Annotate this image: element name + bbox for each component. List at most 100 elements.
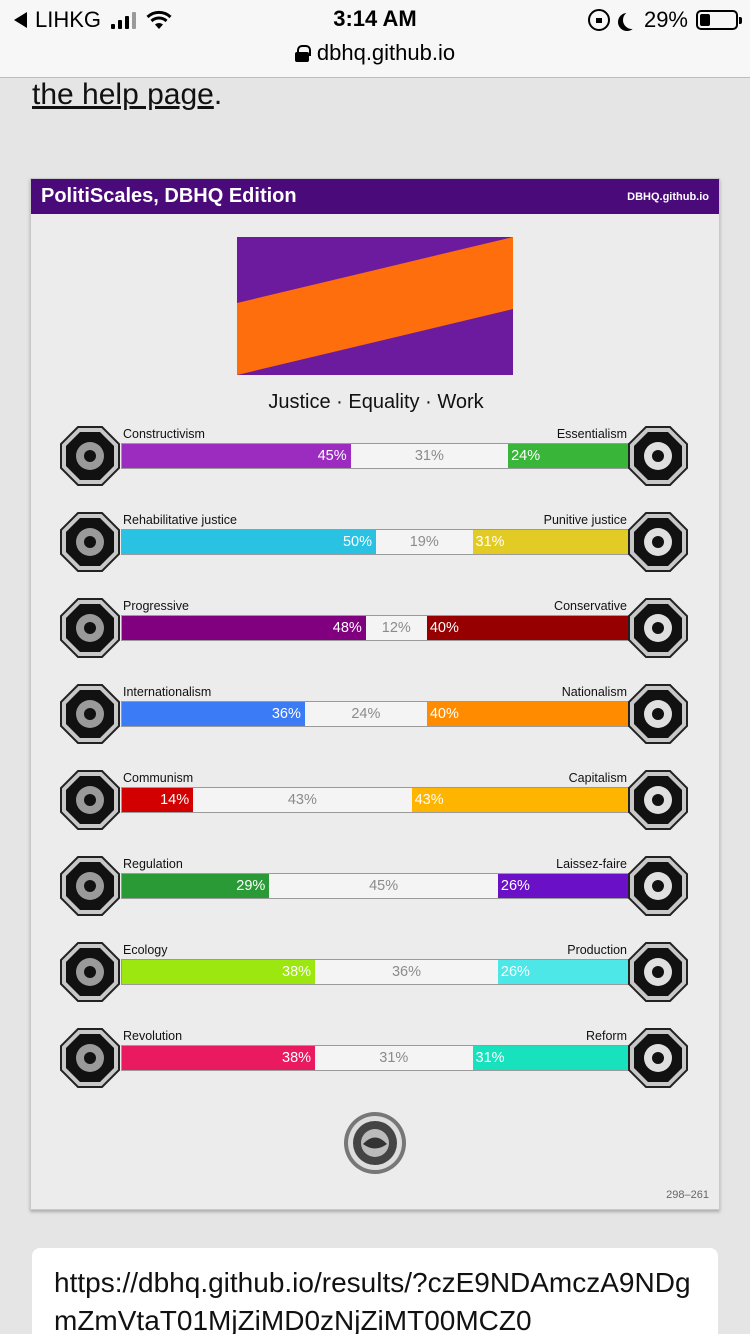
card-site: DBHQ.github.io	[627, 190, 709, 203]
result-flag	[237, 237, 513, 375]
slogan: Justice · Equality · Work	[268, 391, 484, 413]
card-title: PolitiScales, DBHQ Edition	[41, 185, 297, 207]
back-to-app-icon[interactable]	[14, 12, 27, 28]
right-percent: 31%	[475, 534, 505, 550]
hammer-sickle-icon	[59, 769, 121, 831]
axis-left-label: Constructivism	[123, 427, 205, 441]
left-percent: 45%	[317, 448, 347, 464]
left-segment: 48%	[122, 616, 366, 640]
axis-bar: 36% 24% 40%	[121, 701, 631, 727]
fist-icon	[59, 1027, 121, 1089]
left-segment: 38%	[122, 960, 316, 984]
center-percent: 43%	[287, 792, 317, 808]
center-segment: 31%	[315, 1046, 472, 1070]
right-percent: 31%	[475, 1050, 505, 1066]
center-segment: 45%	[269, 874, 498, 898]
axis-left-label: Revolution	[123, 1029, 183, 1043]
left-segment: 38%	[122, 1046, 316, 1070]
axis-row: Communism Capitalism 14% 43% 43%	[31, 769, 721, 837]
axis-right-label: Essentialism	[556, 427, 627, 441]
center-percent: 19%	[409, 534, 439, 550]
left-percent: 48%	[332, 620, 362, 636]
axis-bar: 45% 31% 24%	[121, 443, 631, 469]
right-segment: 24%	[508, 444, 630, 468]
results-card: PolitiScales, DBHQ Edition DBHQ.github.i…	[30, 178, 720, 1210]
axis-row: Rehabilitative justice Punitive justice 50…	[31, 511, 721, 579]
wifi-icon	[146, 10, 172, 29]
quill-icon	[627, 597, 689, 659]
carrier-label[interactable]: LIHKG	[35, 7, 102, 32]
axis-right-label: Nationalism	[561, 685, 627, 699]
ballot-icon	[627, 1027, 689, 1089]
left-segment: 36%	[122, 702, 305, 726]
axis-bar: 48% 12% 40%	[121, 615, 631, 641]
right-percent: 26%	[500, 878, 530, 894]
right-percent: 40%	[429, 706, 459, 722]
status-right: 29%	[587, 6, 742, 34]
prison-bars-icon	[627, 511, 689, 573]
axis-bar: 14% 43% 43%	[121, 787, 631, 813]
left-segment: 14%	[122, 788, 194, 812]
left-segment: 45%	[122, 444, 351, 468]
factory-icon	[627, 941, 689, 1003]
rocket-icon	[59, 597, 121, 659]
axis-left-label: Progressive	[123, 599, 189, 613]
left-segment: 29%	[122, 874, 270, 898]
address-bar[interactable]: dbhq.github.io	[0, 40, 750, 66]
right-segment: 40%	[426, 702, 630, 726]
axis-row: Regulation Laissez-faire 29% 45% 26%	[31, 856, 721, 923]
eye-icon	[59, 425, 121, 487]
money-bag-icon	[627, 769, 689, 831]
axis-right-label: Laissez-faire	[556, 857, 627, 871]
signal-icon	[111, 11, 137, 29]
seal-icon	[344, 1112, 406, 1174]
flag-stripe	[237, 237, 513, 375]
left-percent: 38%	[282, 964, 312, 980]
left-percent: 29%	[236, 878, 266, 894]
center-percent: 12%	[381, 620, 411, 636]
center-segment: 43%	[193, 788, 411, 812]
results-link-box[interactable]: https://dbhq.github.io/results/?czE9NDAm…	[32, 1248, 718, 1334]
results-link[interactable]: https://dbhq.github.io/results/?czE9NDAm…	[54, 1267, 691, 1334]
center-percent: 31%	[379, 1050, 409, 1066]
center-segment: 36%	[315, 960, 498, 984]
axis-left-label: Ecology	[123, 943, 168, 957]
help-page-link[interactable]: the help page	[32, 78, 214, 111]
axis-left-label: Communism	[123, 771, 194, 785]
right-segment: 40%	[426, 616, 630, 640]
battery-percent: 29%	[643, 7, 688, 32]
center-segment: 19%	[376, 530, 473, 554]
right-segment: 31%	[472, 530, 630, 554]
lock-icon	[294, 45, 311, 62]
left-percent: 14%	[160, 792, 190, 808]
left-segment: 50%	[122, 530, 376, 554]
axis-right-label: Production	[567, 943, 627, 957]
axis-row: Constructivism Essentialism 45% 31% 24%	[31, 425, 721, 493]
right-segment: 43%	[411, 788, 630, 812]
right-percent: 24%	[511, 448, 541, 464]
flag-icon	[627, 683, 689, 745]
center-percent: 36%	[391, 964, 421, 980]
center-percent: 31%	[414, 448, 444, 464]
orientation-lock-icon	[587, 9, 610, 31]
status-left[interactable]: LIHKG	[14, 6, 172, 34]
axis-left-label: Rehabilitative justice	[123, 513, 237, 527]
axis-right-label: Capitalism	[568, 771, 627, 785]
right-percent: 43%	[414, 792, 444, 808]
result-code: 298–261	[666, 1189, 709, 1201]
axis-row: Internationalism Nationalism 36% 24% 40%	[31, 683, 721, 751]
help-suffix: .	[213, 78, 223, 111]
axis-row: Revolution Reform 38% 31% 31%	[31, 1027, 721, 1095]
axis-right-label: Punitive justice	[543, 513, 627, 527]
address-text[interactable]: dbhq.github.io	[316, 40, 456, 65]
axis-bar: 38% 36% 26%	[121, 959, 631, 985]
dna-icon	[627, 425, 689, 487]
center-segment: 24%	[305, 702, 427, 726]
right-segment: 26%	[497, 874, 630, 898]
left-percent: 36%	[271, 706, 301, 722]
do-not-disturb-icon	[623, 11, 641, 29]
axis-bar: 38% 31% 31%	[121, 1045, 631, 1071]
axis-bar: 29% 45% 26%	[121, 873, 631, 899]
right-segment: 26%	[497, 960, 630, 984]
axis-bar: 50% 19% 31%	[121, 529, 631, 555]
